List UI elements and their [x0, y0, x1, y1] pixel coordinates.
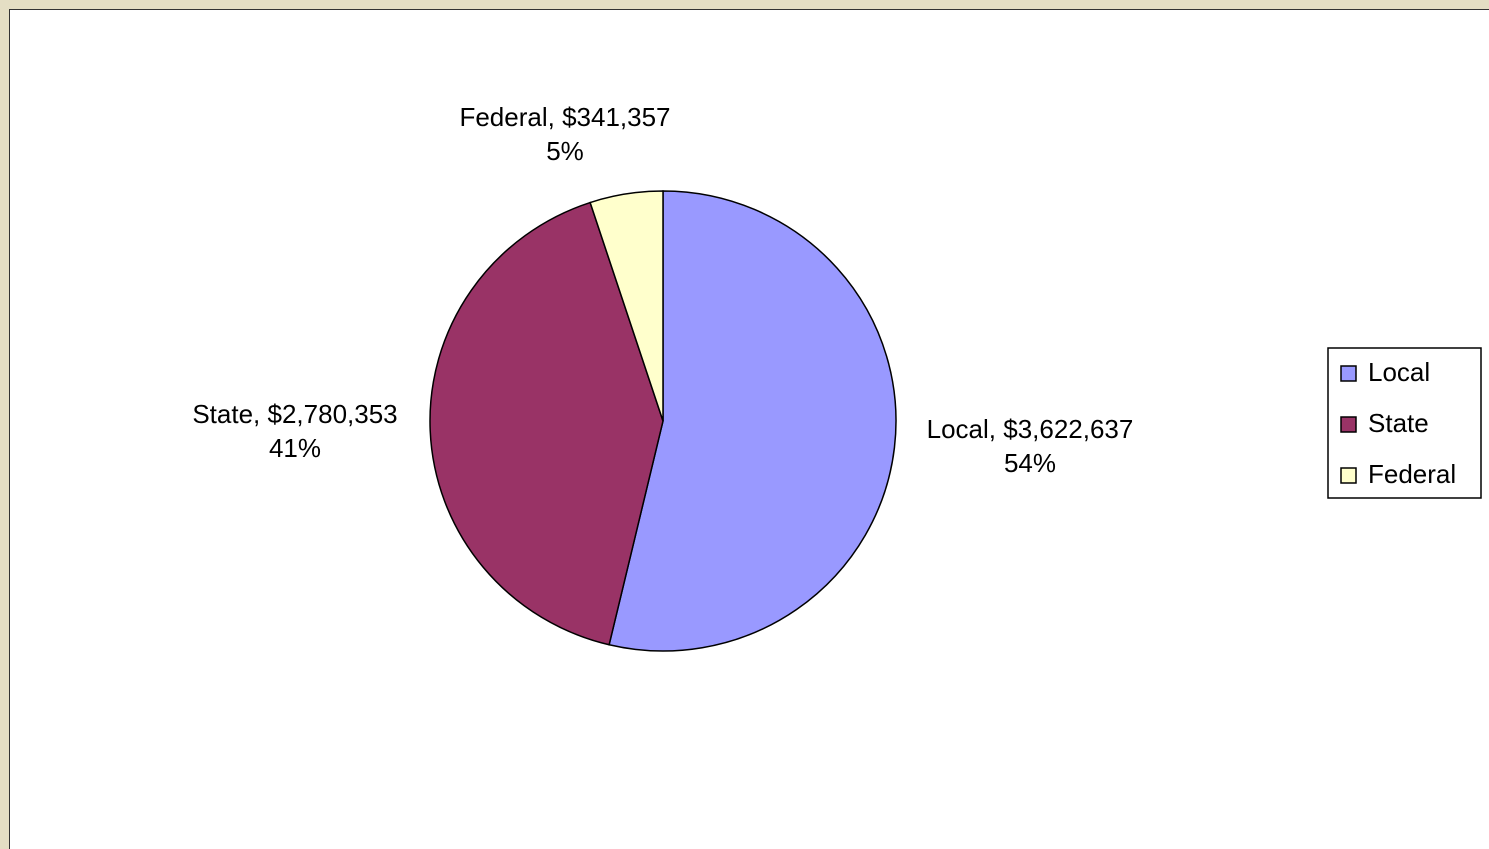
legend: Local State Federal: [1327, 347, 1482, 499]
pie-slice-local: [608, 190, 897, 652]
data-label-state-percent: 41%: [269, 433, 321, 463]
legend-swatch-state: [1340, 416, 1357, 433]
pie-slice-state: [429, 201, 664, 646]
pie-slice-federal: [589, 190, 664, 422]
data-label-local-percent: 54%: [1004, 448, 1056, 478]
legend-swatch-local: [1340, 365, 1357, 382]
data-label-state-value: State, $2,780,353: [192, 399, 397, 429]
legend-label-state: State: [1368, 408, 1429, 438]
data-label-federal-value: Federal, $341,357: [459, 102, 670, 132]
data-label-federal-percent: 5%: [546, 136, 584, 166]
legend-label-federal: Federal: [1368, 459, 1456, 489]
data-labels: Local, $3,622,637 54% State, $2,780,353 41%…: [192, 102, 1133, 478]
data-label-local-value: Local, $3,622,637: [927, 414, 1134, 444]
pie-slices: [429, 190, 897, 652]
legend-swatch-federal: [1340, 467, 1357, 484]
legend-label-local: Local: [1368, 357, 1430, 387]
